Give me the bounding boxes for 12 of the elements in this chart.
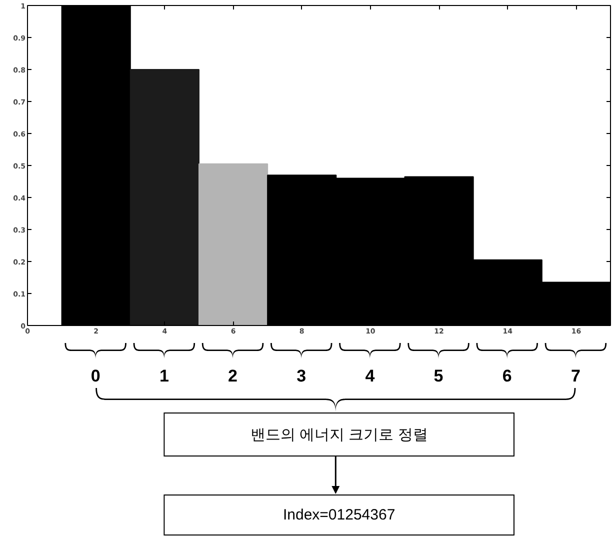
text: Index=01254367 (282, 506, 396, 524)
text: 7 (570, 366, 580, 386)
text: 6 (502, 366, 512, 386)
text: 밴드의 에너지 크기로 정렬 (250, 426, 428, 444)
text: 2 (228, 366, 238, 386)
text: 5 (434, 366, 444, 386)
text: 4 (365, 366, 376, 386)
text: 1 (159, 366, 169, 386)
text: 0 (90, 366, 100, 386)
bar (198, 163, 268, 326)
text: 3 (296, 366, 306, 386)
bar (130, 69, 200, 326)
